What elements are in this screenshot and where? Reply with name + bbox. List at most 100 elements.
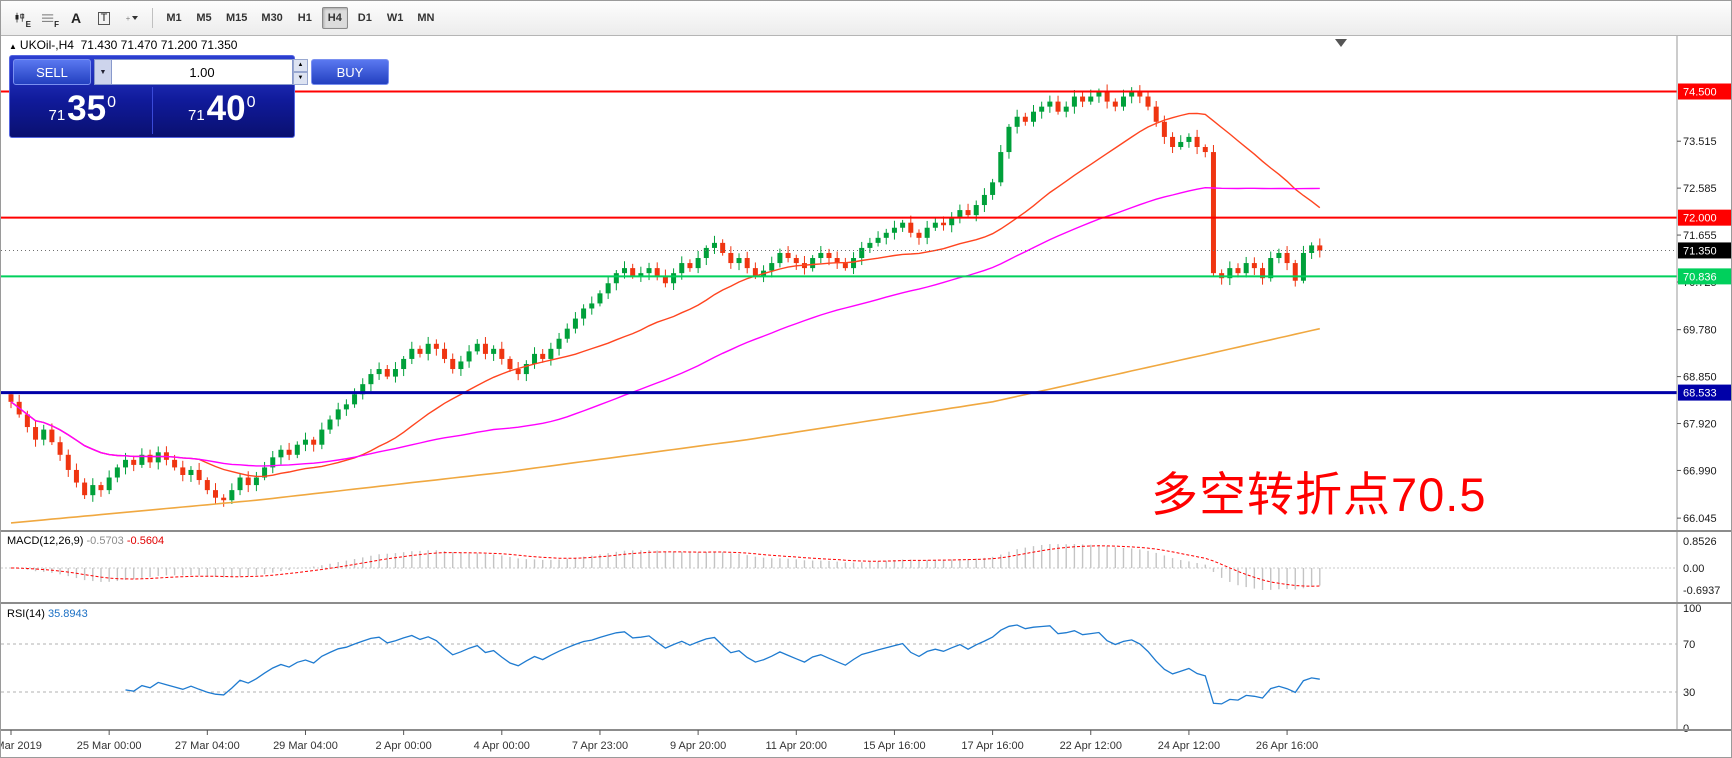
candle-body — [1137, 91, 1143, 97]
volume-stepper: ▲ ▼ — [293, 59, 308, 85]
price-badge-label: 72.000 — [1683, 213, 1717, 225]
tf-m1[interactable]: M1 — [161, 7, 187, 29]
candle-body — [965, 210, 971, 216]
candle-body — [818, 252, 824, 259]
candle-body — [1153, 106, 1159, 122]
candle-body — [123, 459, 129, 468]
price-tick-label: 66.045 — [1683, 513, 1717, 525]
candle-body — [1170, 136, 1176, 148]
candle-body — [33, 427, 39, 440]
candle-body — [302, 439, 308, 445]
macd-axis-label: -0.6937 — [1683, 585, 1720, 597]
candle-body — [352, 394, 358, 405]
candle-body — [229, 490, 235, 501]
candle-body — [589, 303, 595, 309]
candle-body — [1309, 245, 1315, 253]
chart-annotation[interactable]: 多空转折点70.5 — [1151, 468, 1487, 521]
candle-body — [335, 409, 341, 420]
chart-shift-marker[interactable] — [1335, 39, 1347, 47]
candle-body — [482, 343, 488, 354]
volume-up-icon[interactable]: ▲ — [293, 59, 308, 72]
candle-body — [941, 222, 947, 226]
time-axis-label: 15 Apr 16:00 — [863, 740, 925, 752]
candle-body — [1120, 96, 1126, 107]
candle-body — [711, 242, 717, 248]
price-badge-label: 68.533 — [1683, 388, 1717, 400]
price-tick-label: 66.990 — [1683, 465, 1717, 477]
candle-body — [630, 268, 636, 276]
candle-body — [466, 351, 472, 362]
candle-body — [221, 497, 227, 501]
candle-body — [777, 252, 783, 264]
candle-body — [376, 369, 382, 375]
candle-body — [237, 477, 243, 491]
sell-button[interactable]: SELL — [13, 59, 91, 85]
text-tool-icon[interactable]: A — [63, 6, 89, 30]
candle-body — [270, 457, 276, 468]
candle-body — [613, 273, 619, 284]
chevron-down-icon — [132, 16, 138, 20]
crosshair-tool-icon[interactable] — [119, 6, 145, 30]
candle-body — [564, 328, 570, 339]
price-tick-label: 69.780 — [1683, 325, 1717, 337]
candle-body — [24, 414, 30, 428]
candle-body — [1112, 101, 1118, 107]
volume-input[interactable] — [112, 59, 293, 85]
candle-body — [973, 205, 979, 216]
volume-dropdown-icon[interactable]: ▼ — [94, 59, 112, 85]
textbox-tool-icon[interactable]: T — [91, 6, 117, 30]
candle-body — [172, 459, 178, 468]
buy-button[interactable]: BUY — [311, 59, 389, 85]
buy-price[interactable]: 71 40 0 — [151, 87, 292, 134]
tf-h1[interactable]: H1 — [292, 7, 318, 29]
candle-body — [605, 283, 611, 294]
time-axis-label: 2 Apr 00:00 — [375, 740, 431, 752]
candle-body — [540, 353, 546, 359]
candle-body — [908, 222, 914, 233]
candle-body — [450, 358, 456, 370]
tf-d1[interactable]: D1 — [352, 7, 378, 29]
candle-body — [343, 404, 349, 410]
candle-body — [834, 258, 840, 264]
candle-body — [744, 258, 750, 269]
candle-body — [180, 467, 186, 475]
tf-mn[interactable]: MN — [412, 7, 439, 29]
time-axis-label: 4 Apr 00:00 — [474, 740, 530, 752]
macd-axis-label: 0.00 — [1683, 563, 1704, 575]
volume-control: ▼ ▲ ▼ — [94, 59, 308, 85]
candlestick-chart-icon[interactable]: E — [7, 6, 33, 30]
tf-h4[interactable]: H4 — [321, 7, 348, 29]
candle-body — [1129, 91, 1135, 97]
time-axis-label: 9 Apr 20:00 — [670, 740, 726, 752]
candle-body — [597, 293, 603, 304]
tf-m5[interactable]: M5 — [191, 7, 217, 29]
candle-body — [728, 252, 734, 264]
time-axis-label: 24 Apr 12:00 — [1158, 740, 1220, 752]
candle-body — [319, 429, 325, 445]
candle-body — [1047, 101, 1053, 107]
tf-m15[interactable]: M15 — [221, 7, 252, 29]
candle-body — [474, 343, 480, 352]
candle-body — [556, 338, 562, 349]
symbol-expand-icon[interactable]: ▲ — [9, 42, 17, 51]
candle-body — [875, 237, 881, 243]
candle-body — [793, 258, 799, 264]
ma-slow-line — [10, 327, 1320, 524]
tf-m30[interactable]: M30 — [256, 7, 287, 29]
price-badge — [1678, 209, 1731, 226]
candle-body — [1145, 96, 1151, 107]
macd-signal-value: -0.5604 — [126, 535, 165, 547]
candle-body — [572, 318, 578, 329]
volume-down-icon[interactable]: ▼ — [293, 72, 308, 85]
candle-body — [859, 247, 865, 259]
macd-signal-line — [10, 545, 1320, 587]
sell-price[interactable]: 71 35 0 — [48, 89, 117, 128]
tf-w1[interactable]: W1 — [382, 7, 409, 29]
line-list-icon[interactable]: F — [35, 6, 61, 30]
candle-body — [1268, 258, 1274, 279]
candle-body — [900, 222, 906, 228]
candle-body — [826, 252, 832, 259]
candle-body — [1210, 152, 1216, 274]
candle-body — [73, 469, 79, 483]
